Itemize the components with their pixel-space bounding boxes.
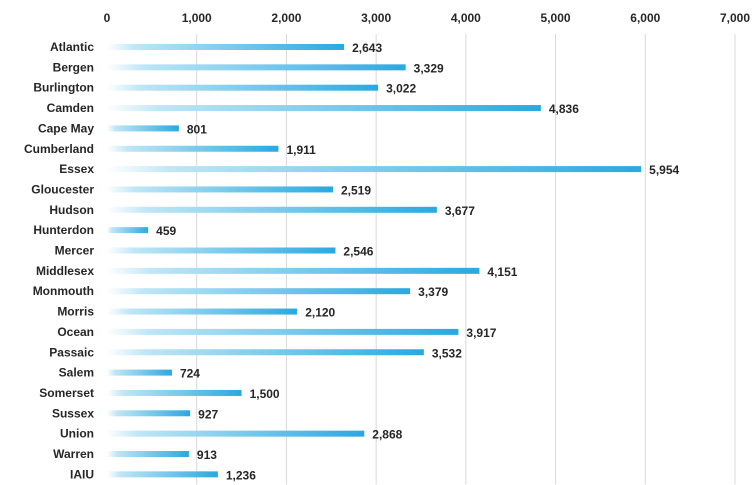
x-tick-label: 1,000 xyxy=(182,11,212,25)
bar xyxy=(107,471,218,478)
data-label: 2,519 xyxy=(341,183,371,197)
category-label: Somerset xyxy=(39,386,94,400)
bar xyxy=(107,105,541,112)
category-label: Salem xyxy=(59,366,94,380)
x-tick-label: 7,000 xyxy=(720,11,750,25)
data-label: 3,329 xyxy=(414,61,444,75)
bar xyxy=(107,451,189,457)
bar xyxy=(107,227,149,234)
data-label: 1,236 xyxy=(226,468,256,482)
bar xyxy=(107,410,191,417)
data-label: 1,500 xyxy=(250,387,280,401)
category-label: Camden xyxy=(47,101,94,115)
bar xyxy=(107,166,642,173)
bar xyxy=(107,206,437,213)
category-label: Mercer xyxy=(55,244,95,258)
bar xyxy=(107,64,406,71)
bar xyxy=(107,84,379,91)
bar xyxy=(107,44,345,50)
category-label: Middlesex xyxy=(36,264,94,278)
bar xyxy=(107,349,424,356)
bar xyxy=(107,186,333,193)
data-label: 5,954 xyxy=(649,163,679,177)
bar xyxy=(107,267,480,274)
data-label: 459 xyxy=(156,224,176,238)
x-tick-label: 3,000 xyxy=(361,11,391,25)
bars xyxy=(107,44,642,478)
bar xyxy=(107,430,365,437)
data-label: 2,120 xyxy=(305,306,335,320)
data-label: 2,643 xyxy=(352,41,382,55)
x-axis: 0 1,000 2,000 3,000 4,000 5,000 6,000 7,000 xyxy=(104,11,751,25)
x-tick-label: 2,000 xyxy=(271,11,301,25)
y-axis: Atlantic Bergen Burlington Camden Cape May Cu… xyxy=(24,40,94,481)
category-label: Burlington xyxy=(33,81,94,95)
data-label: 3,532 xyxy=(432,346,462,360)
bar xyxy=(107,145,279,152)
category-label: Cumberland xyxy=(24,142,94,156)
category-label: Morris xyxy=(57,305,94,319)
x-tick-label: 5,000 xyxy=(541,11,571,25)
data-label: 927 xyxy=(198,407,218,421)
category-label: Warren xyxy=(53,447,94,461)
bar xyxy=(107,247,336,254)
category-label: Monmouth xyxy=(33,284,94,298)
data-label: 3,917 xyxy=(466,326,496,340)
category-label: Hunterdon xyxy=(33,223,94,237)
bar xyxy=(107,288,411,295)
x-tick-label: 4,000 xyxy=(451,11,481,25)
data-label: 2,546 xyxy=(343,245,373,259)
category-label: Union xyxy=(60,427,94,441)
data-label: 4,836 xyxy=(549,102,579,116)
bar xyxy=(107,369,172,376)
data-label: 1,911 xyxy=(286,143,316,157)
x-tick-label: 6,000 xyxy=(630,11,660,25)
category-label: Bergen xyxy=(53,60,94,74)
data-label: 724 xyxy=(180,367,200,381)
category-label: Gloucester xyxy=(31,182,94,196)
category-label: Ocean xyxy=(57,325,94,339)
category-label: Atlantic xyxy=(50,40,94,54)
category-label: Sussex xyxy=(52,406,94,420)
data-label: 3,379 xyxy=(418,285,448,299)
data-label: 4,151 xyxy=(487,265,517,279)
data-label: 3,677 xyxy=(445,204,475,218)
data-label: 801 xyxy=(187,122,207,136)
bar xyxy=(107,389,242,396)
bar xyxy=(107,308,298,315)
bar xyxy=(107,125,179,132)
data-label: 2,868 xyxy=(372,428,402,442)
bar xyxy=(107,328,459,335)
category-label: Hudson xyxy=(49,203,94,217)
x-tick-label: 0 xyxy=(104,11,111,25)
data-label: 913 xyxy=(197,448,217,462)
gridlines xyxy=(196,34,736,485)
category-label: IAIU xyxy=(70,467,94,481)
data-label: 3,022 xyxy=(386,82,416,96)
category-label: Essex xyxy=(59,162,94,176)
data-labels: 2,643 3,329 3,022 4,836 801 1,911 5,954 2,519 3,… xyxy=(156,41,679,482)
category-label: Passaic xyxy=(49,345,94,359)
category-label: Cape May xyxy=(38,121,94,135)
